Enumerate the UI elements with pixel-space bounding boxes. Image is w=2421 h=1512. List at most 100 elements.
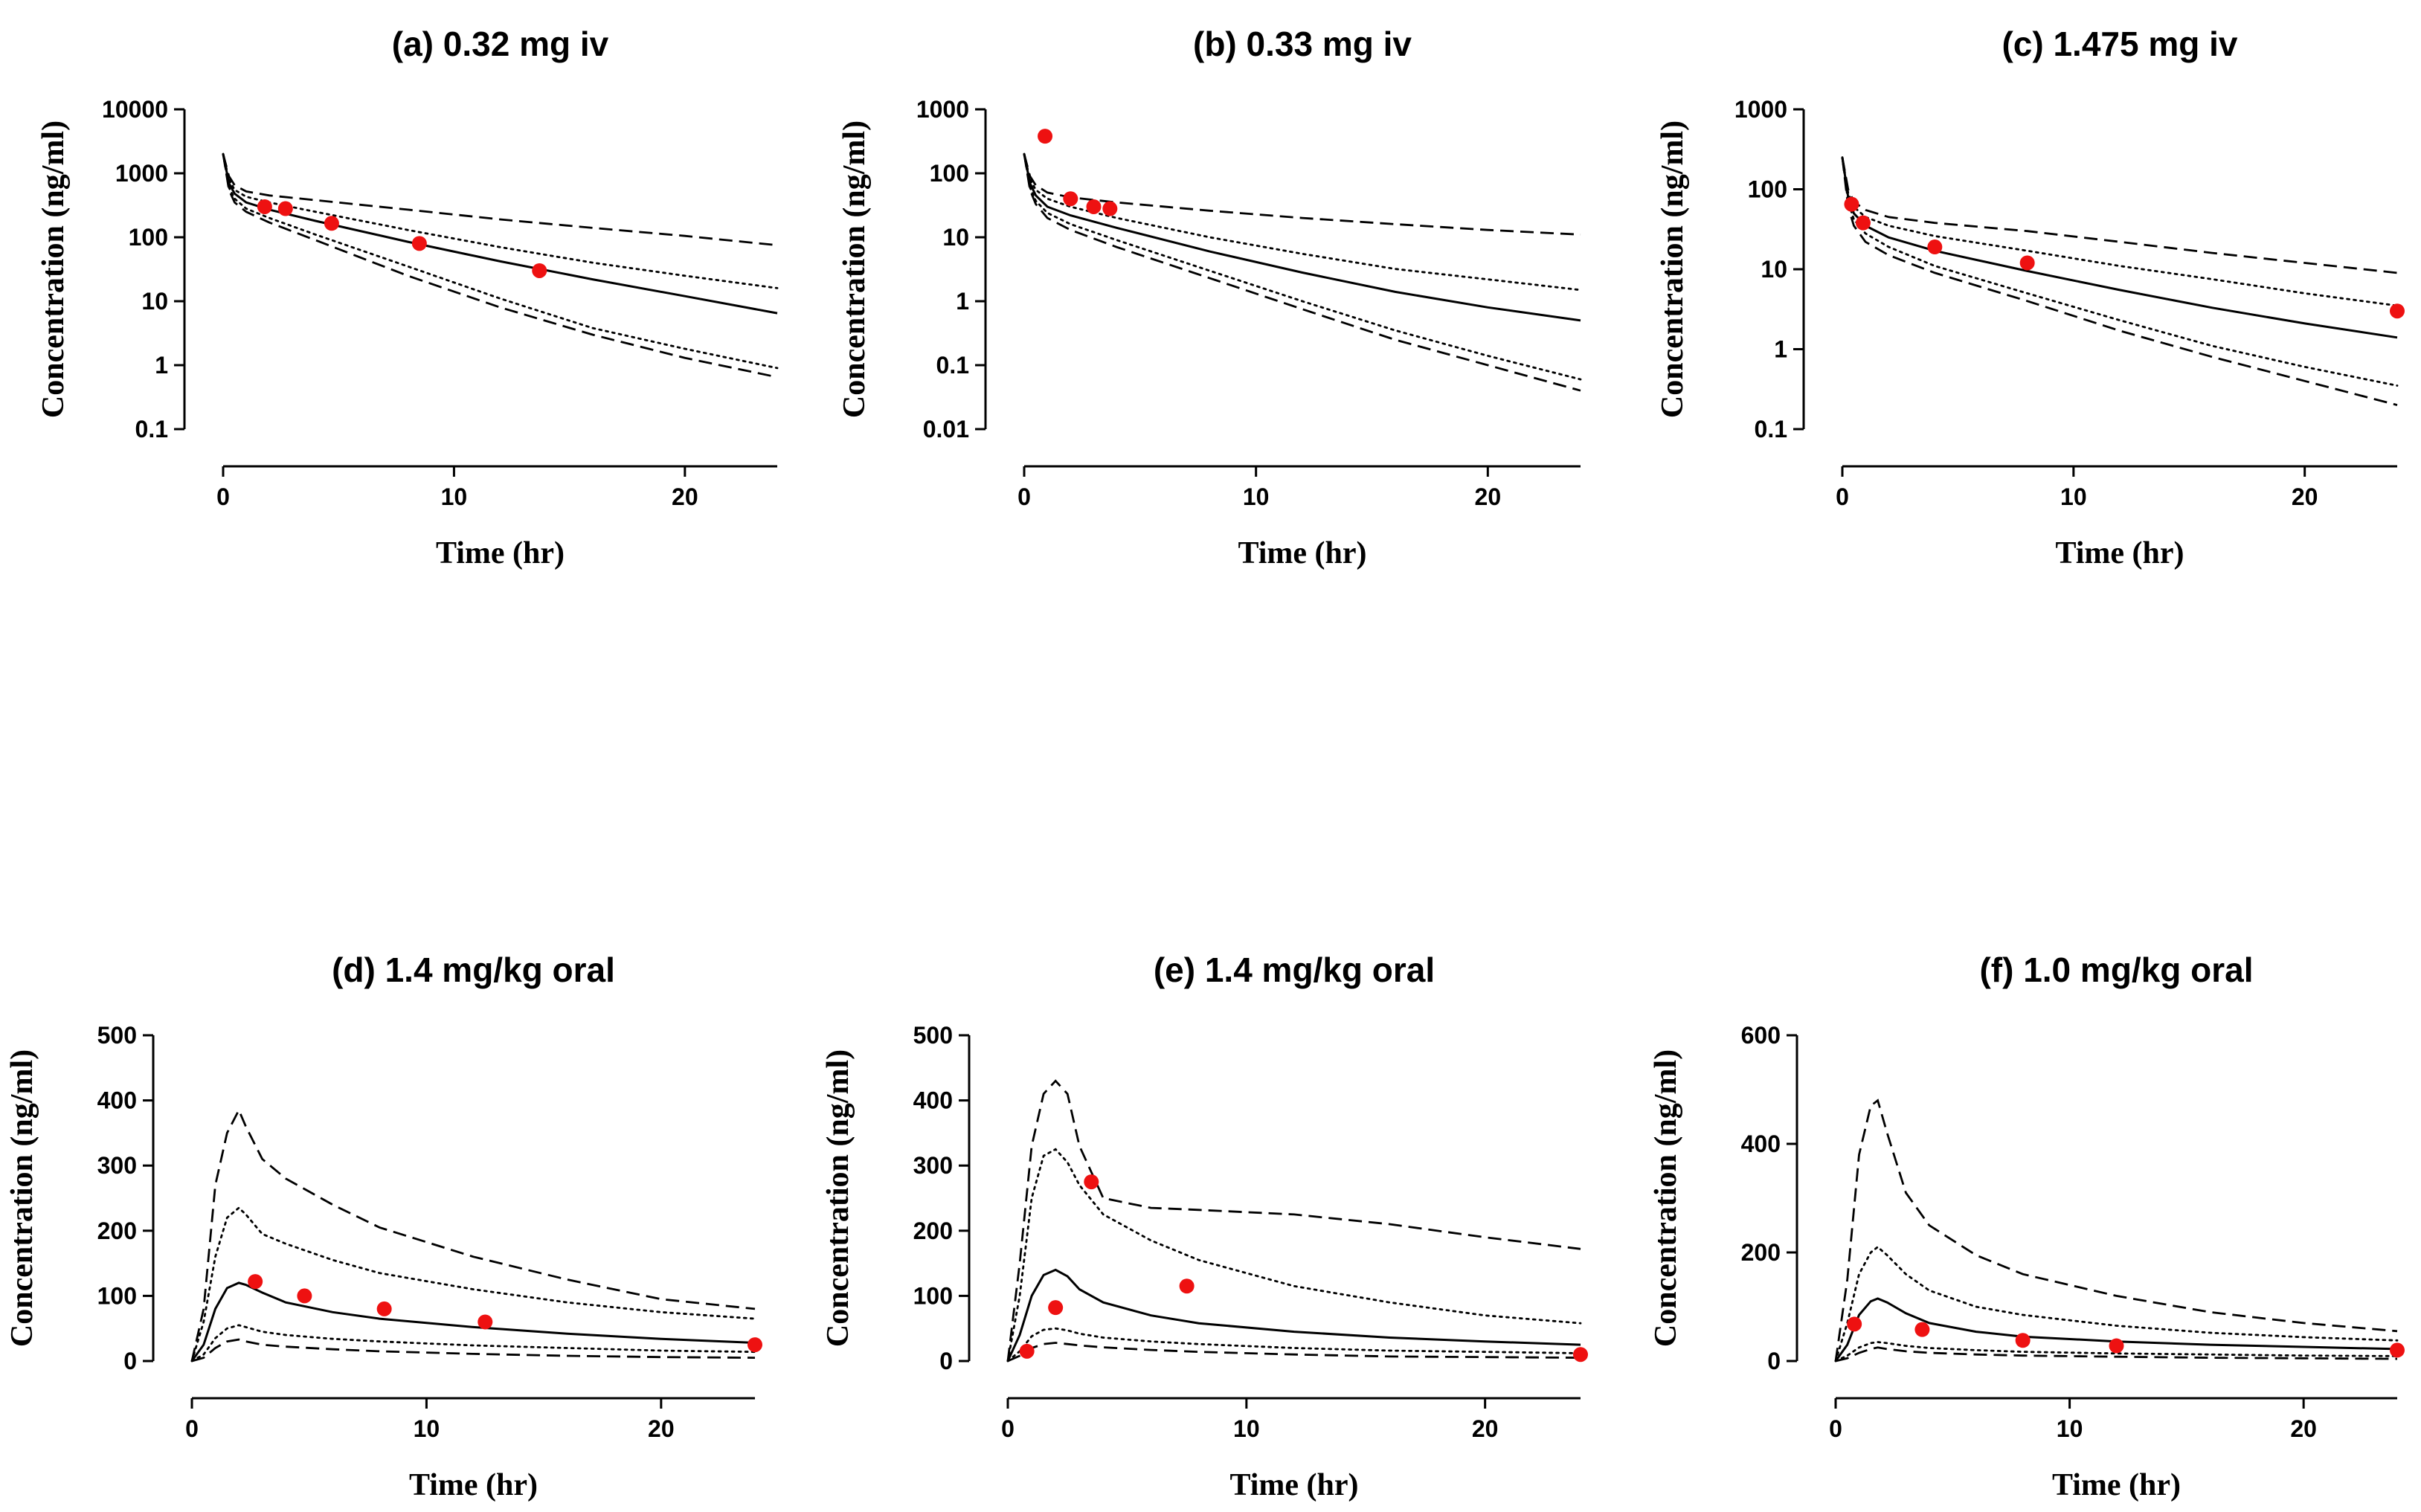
chart-panel-5: (e) 1.4 mg/kg oral 0 100 200 300 400 500 0 10 20 T… — [821, 950, 1588, 1502]
x-tick-label: 0 — [185, 1415, 199, 1442]
y-tick-label: 100 — [930, 160, 969, 187]
series-line-dotted-2 — [222, 152, 779, 289]
y-tick-label: 0.01 — [923, 416, 969, 443]
series-line-dotted-4 — [1841, 156, 2399, 387]
x-tick-label: 10 — [1233, 1415, 1260, 1442]
y-tick-label: 0.1 — [1755, 416, 1787, 443]
y-tick-label: 1 — [1774, 336, 1787, 363]
y-axis-label: Concentration (ng/ml) — [36, 120, 71, 418]
observed-point — [1048, 1300, 1064, 1316]
chart-title: (a) 0.32 mg iv — [392, 25, 609, 63]
series-line-dotted-2 — [190, 1206, 756, 1363]
series-line-dashed-1 — [1834, 1098, 2398, 1362]
y-tick-label: 0 — [1767, 1348, 1781, 1374]
y-tick-label: 600 — [1741, 1022, 1781, 1049]
x-tick-label: 0 — [216, 483, 230, 510]
y-axis-label: Concentration (ng/ml) — [1656, 120, 1690, 418]
observed-point — [1063, 191, 1078, 207]
series-line-dashed-5 — [1841, 157, 2398, 406]
series-line-dashed-1 — [1841, 157, 2398, 274]
x-axis-label: Time (hr) — [1229, 1468, 1358, 1502]
series-line-dashed-1 — [190, 1107, 756, 1362]
y-tick-label: 500 — [913, 1022, 953, 1049]
series-line-dashed-1 — [222, 153, 778, 247]
chart-panel-2: (b) 0.33 mg iv 0.01 0.1 1 10 100 1000 0 10 20 Time… — [837, 25, 1582, 570]
observed-point — [1855, 215, 1871, 231]
observed-point — [747, 1337, 762, 1353]
observed-point — [257, 199, 272, 214]
chart-panel-1: (a) 0.32 mg iv 0.1 1 10 100 1000 10000 0 10 20 Tim… — [36, 25, 779, 570]
x-tick-label: 20 — [2290, 1415, 2317, 1442]
observed-point — [376, 1301, 392, 1316]
series-line-dotted-2 — [1006, 1148, 1582, 1363]
series-line-dotted-4 — [1023, 152, 1582, 381]
observed-point — [1573, 1347, 1588, 1363]
series-line-dotted-4 — [190, 1324, 756, 1363]
y-tick-label: 100 — [129, 224, 168, 251]
y-tick-label: 1 — [956, 288, 969, 315]
x-axis-label: Time (hr) — [2055, 536, 2184, 570]
x-tick-label: 10 — [2060, 483, 2087, 510]
series-line-dashed-1 — [1023, 153, 1581, 236]
series-line-dotted-2 — [1841, 156, 2399, 307]
y-tick-label: 1000 — [916, 96, 969, 123]
observed-point — [1914, 1322, 1930, 1337]
x-tick-label: 20 — [1472, 1415, 1499, 1442]
y-axis-label: Concentration (ng/ml) — [1649, 1049, 1683, 1347]
y-axis-label: Concentration (ng/ml) — [5, 1049, 39, 1347]
x-tick-label: 0 — [1017, 483, 1031, 510]
series-line-solid-3 — [1841, 157, 2398, 339]
y-axis-label: Concentration (ng/ml) — [821, 1049, 855, 1347]
series-line-solid-3 — [1023, 153, 1581, 322]
observed-point — [1102, 201, 1118, 216]
chart-title: (b) 0.33 mg iv — [1193, 25, 1412, 63]
y-tick-label: 1 — [155, 352, 168, 379]
series-line-dashed-1 — [1006, 1079, 1581, 1362]
y-tick-label: 10000 — [102, 96, 168, 123]
observed-point — [1179, 1278, 1195, 1294]
y-tick-label: 1000 — [115, 160, 168, 187]
x-tick-label: 20 — [672, 483, 698, 510]
x-axis-label: Time (hr) — [409, 1468, 538, 1502]
observed-point — [1844, 196, 1859, 212]
chart-title: (e) 1.4 mg/kg oral — [1154, 950, 1435, 989]
y-tick-label: 400 — [1741, 1130, 1781, 1157]
observed-point — [297, 1288, 312, 1304]
series-line-solid-3 — [1834, 1297, 2398, 1362]
observed-point — [478, 1314, 493, 1330]
y-tick-label: 200 — [1741, 1239, 1781, 1266]
y-tick-label: 300 — [97, 1152, 137, 1179]
observed-point — [1084, 1174, 1099, 1190]
chart-title: (c) 1.475 mg iv — [2002, 25, 2237, 63]
y-axis-label: Concentration (ng/ml) — [837, 120, 872, 418]
y-tick-label: 10 — [1761, 256, 1787, 283]
observed-point — [532, 263, 547, 278]
x-tick-label: 0 — [1001, 1415, 1015, 1442]
series-line-solid-3 — [190, 1281, 756, 1362]
y-tick-label: 400 — [97, 1087, 137, 1114]
series-line-dotted-2 — [1834, 1245, 2399, 1363]
observed-point — [2015, 1333, 2031, 1348]
series-line-dashed-5 — [222, 153, 778, 379]
x-tick-label: 10 — [2057, 1415, 2083, 1442]
observed-point — [2390, 1342, 2405, 1358]
observed-point — [1038, 129, 1053, 144]
observed-point — [1019, 1343, 1035, 1359]
y-tick-label: 1000 — [1734, 96, 1787, 123]
y-tick-label: 200 — [913, 1217, 953, 1244]
y-tick-label: 200 — [97, 1217, 137, 1244]
observed-point — [2390, 303, 2405, 319]
observed-point — [1927, 239, 1943, 255]
y-tick-label: 100 — [913, 1282, 953, 1309]
x-tick-label: 0 — [1836, 483, 1849, 510]
series-line-dashed-5 — [191, 1338, 756, 1363]
series-line-solid-3 — [1006, 1268, 1581, 1362]
series-line-dotted-4 — [1006, 1327, 1582, 1363]
observed-point — [2019, 255, 2035, 271]
observed-point — [1086, 199, 1102, 214]
x-axis-label: Time (hr) — [436, 536, 565, 570]
series-line-dashed-5 — [1007, 1342, 1581, 1363]
x-tick-label: 10 — [441, 483, 468, 510]
y-tick-label: 400 — [913, 1087, 953, 1114]
y-tick-label: 100 — [1748, 176, 1787, 203]
